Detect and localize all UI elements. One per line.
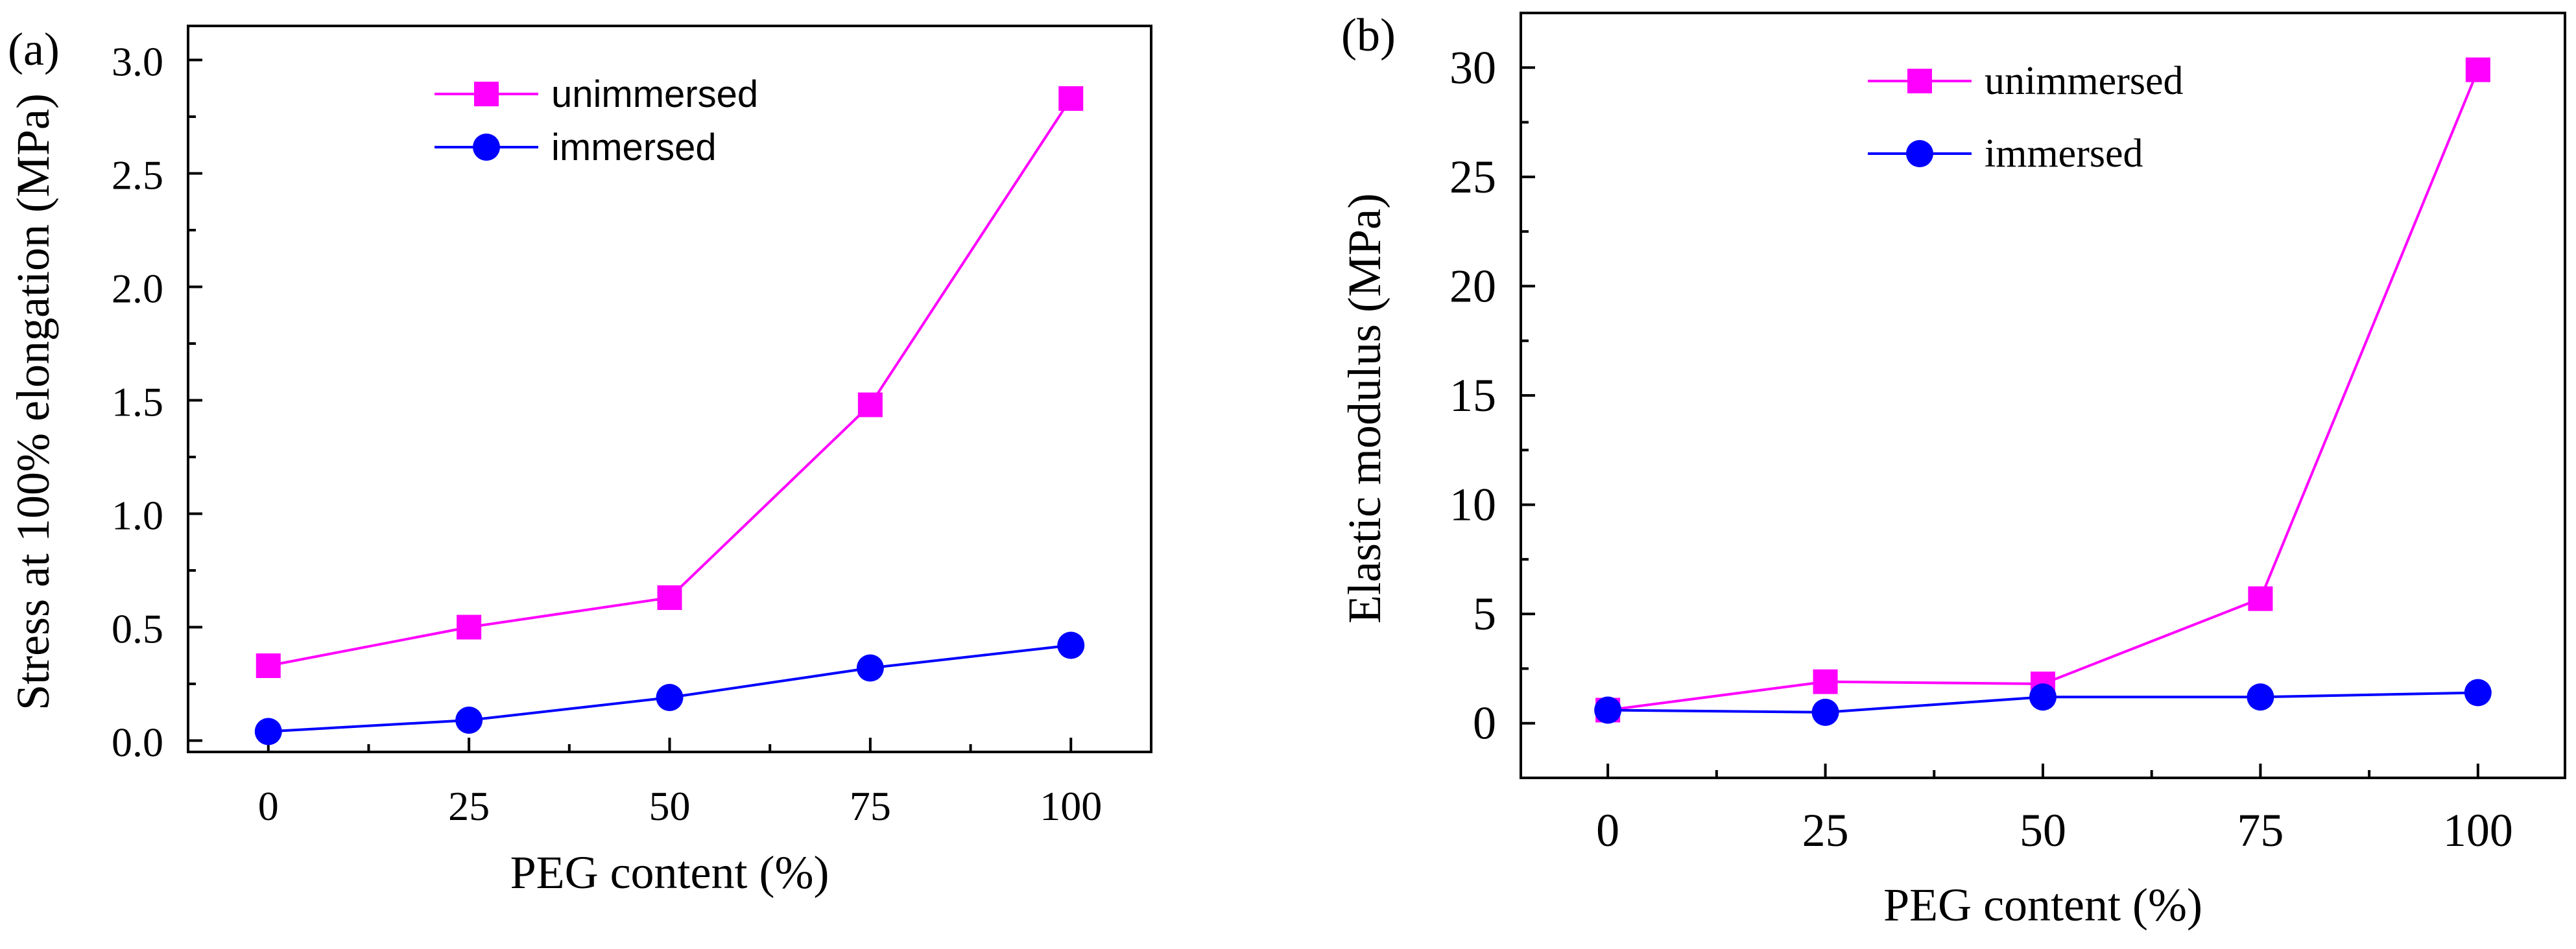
legend-entry-immersed: immersed xyxy=(435,126,717,169)
y-tick-label: 25 xyxy=(1449,151,1496,203)
data-point-circle xyxy=(1811,698,1839,726)
y-tick-label: 10 xyxy=(1449,479,1496,531)
x-tick-label: 75 xyxy=(850,783,891,829)
legend-label: unimmersed xyxy=(551,73,758,115)
legend-marker-circle xyxy=(1906,140,1933,167)
data-point-circle xyxy=(2029,683,2057,711)
y-tick-label: 1.0 xyxy=(112,493,163,539)
panel-label: (b) xyxy=(1341,9,1396,61)
x-axis-label: PEG content (%) xyxy=(510,847,829,898)
legend-entry-unimmersed: unimmersed xyxy=(1868,59,2184,103)
series-immersed xyxy=(1594,679,2492,726)
x-tick-label: 100 xyxy=(1040,783,1102,829)
y-axis-label: Stress at 100% elongation (MPa) xyxy=(7,93,59,710)
legend-entry-immersed: immersed xyxy=(1868,132,2143,176)
data-point-circle xyxy=(455,707,483,734)
y-tick-label: 5 xyxy=(1473,588,1496,640)
data-point-circle xyxy=(2247,683,2274,711)
data-point-square xyxy=(256,653,281,678)
x-tick-label: 50 xyxy=(2020,804,2066,856)
chart-panel-b: 0 25 50 75 100 0 5 10 15 20 25 30 PEG content (%) Ela… xyxy=(1339,9,2566,931)
y-tick-label: 0 xyxy=(1473,697,1496,749)
plot-frame xyxy=(1520,12,2566,779)
data-point-circle xyxy=(1594,696,1622,724)
legend-marker-square xyxy=(1907,69,1932,93)
data-point-square xyxy=(657,585,682,610)
data-point-square xyxy=(457,615,482,640)
x-axis-label: PEG content (%) xyxy=(1883,879,2202,931)
data-point-circle xyxy=(2464,679,2492,707)
x-tick-label: 25 xyxy=(448,783,490,829)
legend-entry-unimmersed: unimmersed xyxy=(435,73,758,115)
y-tick-label: 1.5 xyxy=(112,379,163,425)
legend-label: immersed xyxy=(551,126,717,169)
x-tick-label: 0 xyxy=(1596,804,1619,856)
x-tick-label: 75 xyxy=(2237,804,2284,856)
y-tick-label: 20 xyxy=(1449,260,1496,312)
y-tick-label: 0.5 xyxy=(112,606,163,652)
x-tick-label: 25 xyxy=(1802,804,1849,856)
x-tick-label: 100 xyxy=(2443,804,2513,856)
data-point-square xyxy=(1058,86,1084,111)
y-tick-label: 15 xyxy=(1449,369,1496,421)
data-point-circle xyxy=(254,718,282,745)
panel-label: (a) xyxy=(8,23,60,75)
data-point-square xyxy=(2248,586,2273,611)
y-tick-label: 2.0 xyxy=(112,266,163,312)
series-unimmersed xyxy=(256,86,1084,678)
legend-label: unimmersed xyxy=(1985,59,2184,103)
x-tick-label: 50 xyxy=(649,783,691,829)
x-tick-label: 0 xyxy=(258,783,279,829)
legend-marker-square xyxy=(474,82,499,106)
data-point-circle xyxy=(1057,631,1085,659)
legend-marker-circle xyxy=(473,134,500,161)
data-point-square xyxy=(2465,57,2490,82)
data-point-circle xyxy=(656,684,684,711)
y-tick-label: 2.5 xyxy=(112,152,163,198)
chart-panel-a: 0 25 50 75 100 0.0 0.5 1.0 1.5 2.0 2.5 3.0 PEG conte… xyxy=(7,23,1152,898)
series-immersed xyxy=(254,631,1085,745)
legend-label: immersed xyxy=(1985,132,2143,176)
data-point-circle xyxy=(856,654,884,682)
y-tick-label: 0.0 xyxy=(112,720,163,766)
series-line-unimmersed xyxy=(268,97,1072,667)
data-point-square xyxy=(857,392,883,417)
y-axis-label: Elastic modulus (MPa) xyxy=(1339,193,1390,624)
y-tick-label: 30 xyxy=(1449,41,1496,93)
y-tick-label: 3.0 xyxy=(112,39,163,85)
data-point-square xyxy=(1813,669,1838,694)
